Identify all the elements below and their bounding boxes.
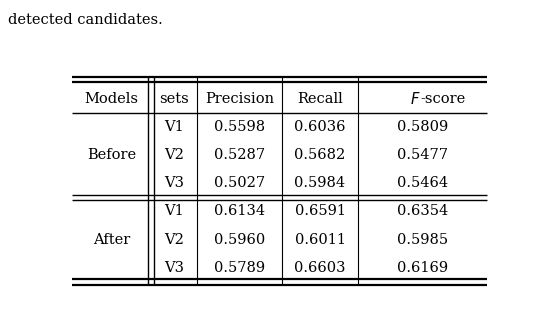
Text: 0.5027: 0.5027 xyxy=(214,176,265,190)
Text: 0.6011: 0.6011 xyxy=(294,233,346,247)
Text: $\mathit{F}$: $\mathit{F}$ xyxy=(410,91,420,107)
Text: 0.5985: 0.5985 xyxy=(397,233,448,247)
Text: 0.5682: 0.5682 xyxy=(294,148,346,162)
Text: Before: Before xyxy=(87,148,136,162)
Text: 0.6354: 0.6354 xyxy=(397,204,448,218)
Text: sets: sets xyxy=(159,92,189,106)
Text: V2: V2 xyxy=(164,233,184,247)
Text: V1: V1 xyxy=(164,204,184,218)
Text: Recall: Recall xyxy=(297,92,343,106)
Text: 0.5960: 0.5960 xyxy=(214,233,265,247)
Text: V1: V1 xyxy=(164,120,184,134)
Text: -score: -score xyxy=(420,92,466,106)
Text: detected candidates.: detected candidates. xyxy=(8,13,163,27)
Text: 0.6134: 0.6134 xyxy=(214,204,265,218)
Text: Precision: Precision xyxy=(205,92,274,106)
Text: 0.6169: 0.6169 xyxy=(397,261,448,275)
Text: Models: Models xyxy=(85,92,139,106)
Text: 0.6591: 0.6591 xyxy=(294,204,346,218)
Text: V3: V3 xyxy=(164,261,184,275)
Text: 0.6603: 0.6603 xyxy=(294,261,346,275)
Text: 0.5464: 0.5464 xyxy=(397,176,448,190)
Text: 0.6036: 0.6036 xyxy=(294,120,346,134)
Text: 0.5287: 0.5287 xyxy=(214,148,265,162)
Text: V3: V3 xyxy=(164,176,184,190)
Text: V2: V2 xyxy=(164,148,184,162)
Text: 0.5598: 0.5598 xyxy=(214,120,265,134)
Text: 0.5789: 0.5789 xyxy=(214,261,265,275)
Text: 0.5809: 0.5809 xyxy=(397,120,448,134)
Text: 0.5984: 0.5984 xyxy=(294,176,346,190)
Text: After: After xyxy=(93,233,130,247)
Text: 0.5477: 0.5477 xyxy=(397,148,448,162)
